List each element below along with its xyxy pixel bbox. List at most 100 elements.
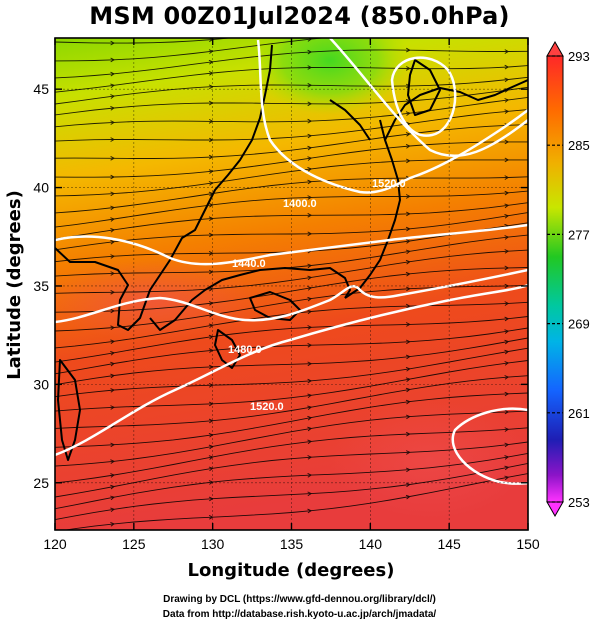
streamline-arrow: [504, 213, 510, 219]
streamline-arrow: [307, 286, 313, 291]
streamline-arrow: [406, 31, 410, 35]
streamline-arrow: [110, 57, 116, 63]
streamline-arrow: [405, 322, 411, 327]
streamline-arrow: [208, 455, 214, 460]
x-tick-label: 140: [359, 536, 383, 552]
streamline-arrow: [504, 49, 510, 54]
streamline-arrow: [307, 361, 313, 367]
streamline-arrow: [405, 339, 411, 345]
streamline-arrow: [110, 137, 116, 142]
streamline-arrow: [504, 235, 510, 240]
streamline-arrow: [307, 325, 313, 330]
streamline-arrow: [208, 323, 214, 329]
streamline-arrow: [405, 366, 411, 372]
streamline-arrow: [504, 329, 510, 334]
streamline-arrow: [504, 64, 510, 70]
streamline-arrow: [307, 65, 313, 70]
height-contours: [55, 38, 528, 485]
streamline-arrow: [307, 508, 313, 514]
streamline-arrow: [307, 275, 313, 281]
streamline-arrow: [307, 195, 313, 200]
streamline-arrow: [307, 472, 313, 478]
streamline-arrow: [110, 227, 116, 233]
streamline-arrow: [208, 251, 214, 256]
streamline-arrow: [504, 175, 510, 180]
streamline-arrow: [208, 59, 214, 65]
y-tick-label: 25: [33, 475, 49, 491]
streamline-arrow: [307, 415, 313, 421]
streamline-arrow: [504, 375, 510, 380]
colorbar-label: 293: [568, 49, 590, 64]
streamline-arrow: [307, 263, 313, 269]
streamline-arrow: [307, 439, 313, 445]
y-axis: 25 30 35 40 45: [33, 81, 528, 491]
x-tick-label: 120: [43, 536, 67, 552]
streamline-arrow: [504, 203, 510, 209]
streamline-arrow: [110, 205, 116, 211]
streamline-arrow: [110, 191, 116, 197]
streamline-arrow: [110, 105, 116, 111]
streamline-arrow: [208, 334, 214, 340]
streamline-arrow: [405, 482, 411, 488]
streamline-arrow: [504, 265, 510, 271]
streamline-arrow: [307, 231, 313, 237]
streamline-arrow: [405, 66, 411, 71]
streamline-arrow: [504, 157, 510, 163]
streamline-arrow: [406, 17, 410, 21]
y-tick-label: 45: [33, 81, 49, 97]
streamline-arrow: [110, 495, 116, 501]
colorbar: 293 285 277 269 261 253: [546, 40, 590, 518]
colorbar-bottom-arrow: [546, 501, 564, 518]
streamline-arrow: [504, 249, 510, 254]
streamline-arrow: [406, 450, 411, 455]
streamline-arrow: [110, 174, 116, 180]
streamline-arrow: [504, 316, 510, 322]
colorbar-scale: [546, 55, 564, 503]
streamline-arrow: [307, 145, 313, 151]
chart-title: MSM 00Z01Jul2024 (850.0hPa): [89, 2, 510, 30]
streamline-arrow: [308, 27, 312, 31]
streamline-arrow: [208, 514, 214, 520]
streamline-arrow: [405, 286, 411, 292]
streamline-arrow: [208, 418, 214, 424]
streamline-arrow: [110, 308, 116, 314]
streamline-arrow: [307, 166, 313, 172]
streamline-arrow: [505, 14, 509, 18]
streamline-arrow: [110, 156, 116, 161]
streamline-arrow: [110, 271, 116, 276]
credit-data: Data from http://database.rish.kyoto-u.a…: [162, 609, 437, 620]
cold-region: [250, 38, 410, 115]
contour-label: 1400.0: [283, 198, 317, 210]
streamline-arrow: [504, 190, 510, 196]
streamline-arrow: [208, 119, 214, 124]
streamline-arrow: [405, 377, 411, 382]
streamline-arrow: [504, 339, 510, 345]
coastlines: [55, 44, 528, 461]
x-axis: 120 125 130 135 140 145 150: [43, 38, 540, 552]
streamline-arrow: [504, 349, 510, 355]
y-tick-label: 40: [33, 180, 49, 196]
streamline-arrow: [405, 239, 411, 244]
streamline-arrow: [110, 405, 116, 410]
x-tick-label: 145: [437, 536, 461, 552]
contour-label: 1520.0: [250, 401, 284, 413]
y-tick-label: 35: [33, 278, 49, 294]
streamline-arrow: [110, 373, 116, 379]
streamline-arrow: [405, 158, 411, 164]
streamline-arrow: [110, 442, 116, 448]
streamline-arrow: [110, 254, 116, 259]
streamline-arrow: [504, 475, 510, 481]
colorbar-label: 285: [568, 138, 590, 153]
streamline-arrow: [307, 491, 313, 497]
streamline-arrow: [110, 521, 116, 527]
streamline-arrow: [110, 94, 116, 99]
colorbar-label: 261: [568, 406, 590, 421]
streamline-arrow: [405, 414, 411, 420]
streamline-arrow: [110, 325, 116, 330]
streamline-arrow: [405, 47, 411, 53]
x-tick-label: 135: [280, 536, 304, 552]
contour-label: 1440.0: [232, 258, 266, 270]
x-tick-label: 130: [201, 536, 225, 552]
streamline: [55, 452, 528, 510]
